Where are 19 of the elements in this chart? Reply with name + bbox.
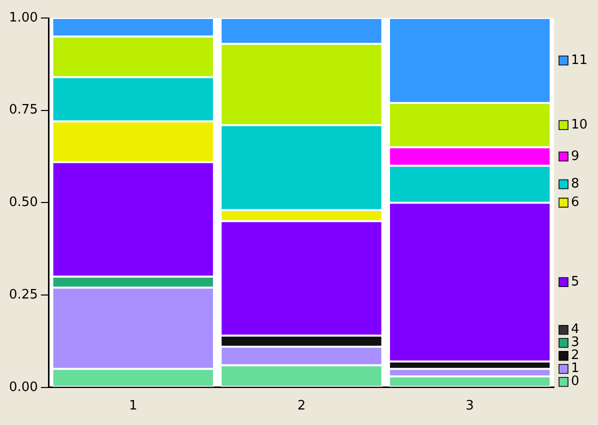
- y-tick-label: 0.00: [8, 380, 38, 395]
- legend-label: 6: [571, 195, 580, 210]
- y-tick-label: 0.25: [8, 287, 38, 302]
- y-tick-label: 0.75: [8, 102, 38, 118]
- legend-label: 3: [571, 335, 580, 350]
- x-tick-label: 3: [466, 398, 474, 414]
- x-tick-label: 1: [128, 398, 138, 414]
- x-tick-label: 2: [297, 398, 306, 414]
- legend-label: 5: [571, 274, 580, 290]
- legend-label: 9: [571, 148, 580, 164]
- legend-label: 4: [571, 322, 580, 338]
- legend-label: 10: [571, 118, 588, 132]
- y-tick-label: 0.50: [8, 195, 38, 210]
- legend-label: 0: [571, 374, 580, 390]
- y-tick-label: 1.00: [8, 10, 38, 26]
- legend-label: 11: [571, 52, 588, 68]
- legend-label: 1: [571, 361, 580, 376]
- legend-label: 2: [571, 348, 580, 364]
- legend-label: 8: [571, 176, 580, 192]
